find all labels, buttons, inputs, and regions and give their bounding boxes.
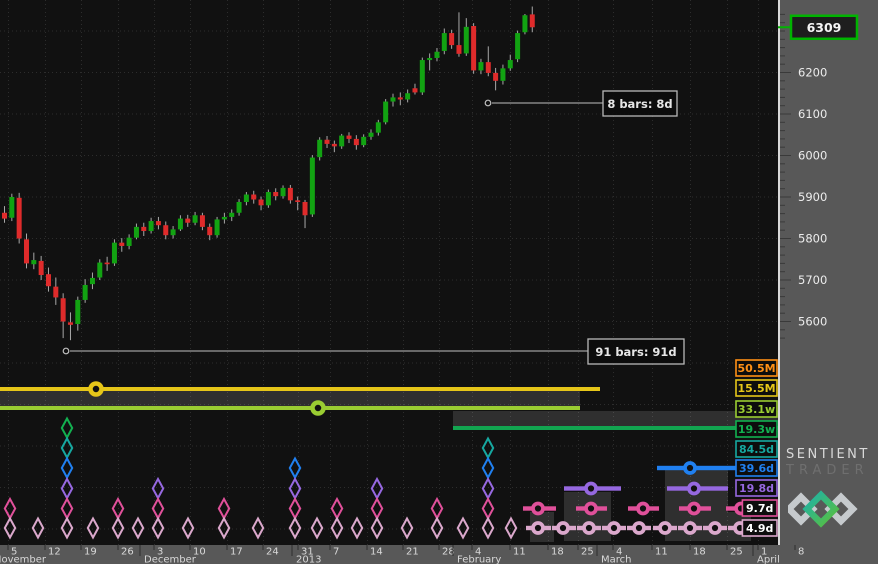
svg-text:39.6d: 39.6d bbox=[739, 462, 774, 475]
month-label: 2013 bbox=[296, 555, 321, 564]
time-axis[interactable]: 512192631017243171421284111825411182518N… bbox=[0, 545, 878, 564]
svg-text:19.8d: 19.8d bbox=[739, 482, 774, 495]
month-label: February bbox=[457, 555, 501, 564]
last-price-marker: 6309 bbox=[778, 14, 859, 41]
price-axis-background bbox=[778, 0, 878, 545]
svg-text:33.1w: 33.1w bbox=[738, 403, 775, 416]
cycle-bar-33.1w[interactable] bbox=[0, 400, 580, 416]
chart-background bbox=[0, 0, 778, 545]
date-tick-label: 26 bbox=[121, 547, 134, 558]
date-tick-label: 18 bbox=[551, 547, 564, 558]
cycle-period-label-33.1w[interactable]: 33.1w bbox=[735, 400, 778, 418]
candlestick-series bbox=[2, 6, 535, 341]
svg-text:50.5M: 50.5M bbox=[737, 362, 775, 375]
date-tick-label: 17 bbox=[230, 547, 243, 558]
svg-text:8 bars: 8d: 8 bars: 8d bbox=[607, 97, 672, 111]
date-tick-label: 5 bbox=[11, 547, 17, 558]
date-tick-label: 1 bbox=[761, 547, 767, 558]
date-tick-label: 11 bbox=[513, 547, 526, 558]
price-tick-label: 5900 bbox=[798, 190, 827, 204]
date-tick-label: 21 bbox=[406, 547, 419, 558]
price-tick-label: 6200 bbox=[798, 66, 827, 80]
cycle-bar-15.5M[interactable] bbox=[0, 381, 600, 397]
logo-text-trader: TRADER bbox=[786, 463, 869, 478]
time-axis-scale[interactable]: 512192631017243171421284111825411182518N… bbox=[0, 545, 878, 564]
cycle-period-label-15.5M[interactable]: 15.5M bbox=[735, 379, 778, 397]
month-label: March bbox=[601, 555, 631, 564]
logo-text-sentient: SENTIENT bbox=[786, 447, 870, 462]
cycle-period-label-19.3w[interactable]: 19.3w bbox=[735, 420, 778, 438]
date-tick-label: 7 bbox=[333, 547, 339, 558]
sentient-trader-logo: SENTIENT TRADER bbox=[786, 447, 876, 535]
date-tick-label: 24 bbox=[266, 547, 279, 558]
price-chart[interactable]: 8 bars: 8d 91 bars: 91d 50.5M 15.5M 33.1w 19.… bbox=[0, 0, 778, 545]
svg-text:9.7d: 9.7d bbox=[746, 502, 773, 515]
bar-count-annotation[interactable]: 91 bars: 91d bbox=[62, 338, 685, 365]
date-tick-label: 4 bbox=[475, 547, 481, 558]
time-axis-background bbox=[0, 545, 878, 564]
date-tick-label: 25 bbox=[581, 547, 594, 558]
cycle-period-label-50.5M[interactable]: 50.5M bbox=[735, 359, 778, 377]
date-tick-label: 12 bbox=[48, 547, 61, 558]
date-tick-label: 14 bbox=[370, 547, 383, 558]
date-tick-label: 28 bbox=[442, 547, 455, 558]
month-label: April bbox=[757, 555, 780, 564]
date-tick-label: 19 bbox=[84, 547, 97, 558]
cycle-period-label-19.8d[interactable]: 19.8d bbox=[735, 479, 778, 497]
date-tick-label: 18 bbox=[693, 547, 706, 558]
cycle-period-label-9.7d[interactable]: 9.7d bbox=[741, 499, 778, 517]
cycle-period-label-84.5d[interactable]: 84.5d bbox=[735, 440, 778, 458]
chart-area[interactable]: 8 bars: 8d 91 bars: 91d 50.5M 15.5M 33.1w 19.… bbox=[0, 0, 778, 545]
cycle-period-label-39.6d[interactable]: 39.6d bbox=[735, 459, 778, 477]
price-tick-label: 6100 bbox=[798, 107, 827, 121]
cycle-trough-diamonds-4.9d[interactable] bbox=[3, 516, 518, 540]
svg-text:6309: 6309 bbox=[807, 20, 842, 35]
month-label: December bbox=[144, 555, 197, 564]
svg-text:4.9d: 4.9d bbox=[746, 522, 773, 535]
sentient-trader-logo-icon bbox=[788, 490, 858, 528]
svg-text:19.3w: 19.3w bbox=[738, 423, 775, 436]
price-axis-scale[interactable]: 6200 6100 6000 5900 5800 5700 5600 6309 bbox=[778, 0, 878, 545]
month-label: November bbox=[0, 555, 47, 564]
date-tick-label: 4 bbox=[616, 547, 622, 558]
date-tick-label: 11 bbox=[655, 547, 668, 558]
price-tick-label: 5700 bbox=[798, 273, 827, 287]
bar-count-annotation[interactable]: 8 bars: 8d bbox=[484, 90, 678, 117]
price-tick-label: 5600 bbox=[798, 315, 827, 329]
cycle-projection-4.9d[interactable] bbox=[526, 521, 753, 535]
date-tick-label: 10 bbox=[193, 547, 206, 558]
price-tick-label: 6000 bbox=[798, 149, 827, 163]
date-tick-label: 8 bbox=[798, 547, 804, 558]
date-tick-label: 3 bbox=[157, 547, 163, 558]
date-tick-label: 25 bbox=[730, 547, 743, 558]
svg-text:84.5d: 84.5d bbox=[739, 443, 774, 456]
svg-text:91 bars: 91d: 91 bars: 91d bbox=[595, 345, 676, 359]
cycle-projection-39.6d[interactable] bbox=[657, 461, 774, 475]
svg-text:15.5M: 15.5M bbox=[737, 382, 775, 395]
cycle-projection-19.8d[interactable] bbox=[564, 481, 728, 496]
cycle-bar-19.3w[interactable] bbox=[453, 426, 778, 430]
price-axis[interactable]: 6200 6100 6000 5900 5800 5700 5600 6309 SENTIEN… bbox=[778, 0, 878, 545]
price-tick-label: 5800 bbox=[798, 232, 827, 246]
grid bbox=[0, 0, 778, 545]
cycle-period-label-4.9d[interactable]: 4.9d bbox=[741, 519, 778, 537]
date-tick-label: 31 bbox=[301, 547, 314, 558]
